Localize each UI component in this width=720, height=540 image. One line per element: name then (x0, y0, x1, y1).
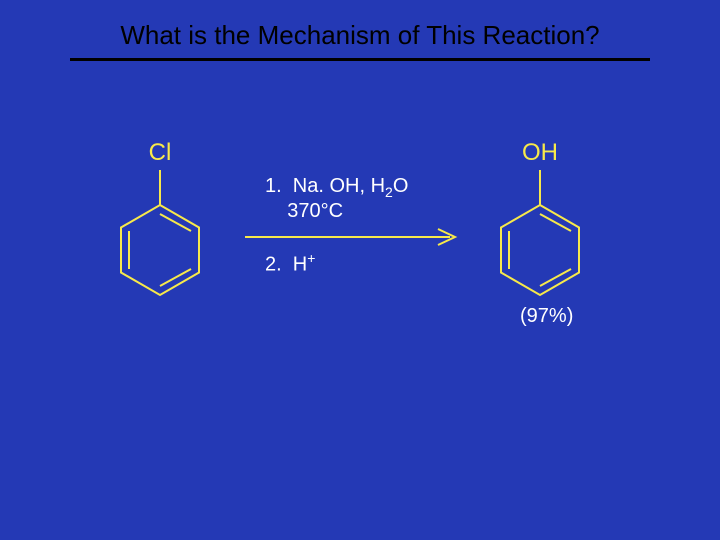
reaction-scheme: Cl 1. Na. OH, H2O 370°C 2. H+ OH (97 (100, 150, 640, 350)
condition-line-1: 1. Na. OH, H2O (265, 175, 408, 200)
page-title: What is the Mechanism of This Reaction? (0, 20, 720, 51)
reactant-structure: Cl (90, 130, 230, 320)
reaction-arrow (240, 222, 470, 252)
reactant-substituent-label: Cl (149, 139, 172, 166)
yield-label: (97%) (520, 305, 573, 328)
title-underline (70, 58, 650, 61)
condition-line-2: 370°C (265, 200, 343, 223)
product-structure: OH (470, 130, 610, 320)
slide: What is the Mechanism of This Reaction? … (0, 0, 720, 540)
product-substituent-label: OH (522, 139, 558, 166)
condition-line-3: 2. H+ (265, 250, 315, 277)
